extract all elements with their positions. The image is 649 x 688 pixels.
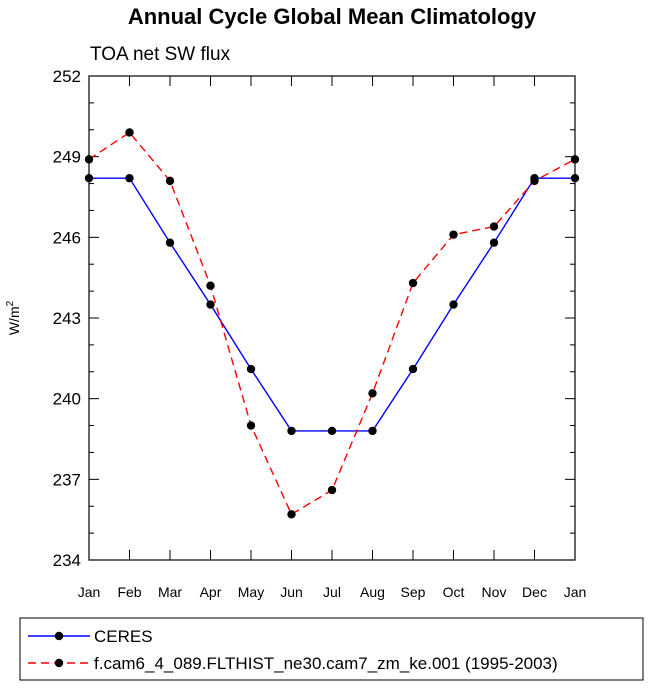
series-2-point — [206, 281, 215, 290]
x-tick-label: Jun — [280, 584, 303, 600]
legend-label-1: CERES — [94, 627, 153, 646]
x-tick-label: Mar — [158, 584, 182, 600]
series-2-point — [246, 421, 256, 430]
series-1-point — [165, 238, 175, 247]
x-tick-label: Aug — [360, 584, 385, 600]
y-tick-label: 243 — [53, 309, 81, 328]
y-axis-label: W/m2 — [5, 300, 22, 335]
series-line-1 — [89, 177, 575, 432]
series-1-point — [368, 426, 377, 436]
y-tick-label: 246 — [53, 228, 81, 247]
legend-marker-1 — [54, 631, 64, 641]
series-2-point — [125, 128, 134, 137]
x-tick-label: May — [238, 584, 264, 600]
series-1-point — [84, 173, 94, 183]
series-2-point — [327, 485, 337, 495]
series-2-point — [530, 176, 539, 186]
x-tick-label: Feb — [117, 584, 141, 600]
y-tick-label: 249 — [53, 148, 81, 167]
x-tick-label: Sep — [401, 584, 426, 600]
chart-subtitle: TOA net SW flux — [90, 44, 231, 65]
legend-box — [19, 617, 644, 681]
legend: CERES f.cam6_4_089.FLTHIST_ne30.cam7_zm_k… — [19, 617, 644, 681]
series-1-point — [408, 364, 418, 374]
x-tick-label: Dec — [522, 584, 547, 600]
series-1-point — [287, 426, 296, 436]
series-2-point — [84, 155, 94, 164]
series-line-2 — [88, 131, 576, 516]
x-tick-label: Jan — [78, 584, 101, 600]
y-tick-label: 237 — [53, 470, 81, 489]
y-tick-label: 252 — [53, 67, 81, 86]
y-tick-label: 234 — [53, 551, 81, 570]
legend-marker-2 — [54, 658, 64, 668]
chart-title: Annual Cycle Global Mean Climatology — [128, 4, 537, 29]
legend-label-2: f.cam6_4_089.FLTHIST_ne30.cam7_zm_ke.001… — [94, 654, 558, 673]
x-tick-label: Nov — [482, 584, 507, 600]
series-1-point — [570, 173, 580, 183]
plot-area: 234 237 240 243 246 249 252 Jan Feb Mar Apr May Jun J… — [53, 67, 587, 600]
series-1-point — [125, 173, 134, 183]
series-1-point — [246, 364, 256, 374]
y-axis-label-superscript: 2 — [5, 300, 16, 306]
series-2-point — [449, 230, 458, 239]
x-tick-label: Oct — [443, 584, 465, 600]
x-tick-label: Jan — [564, 584, 587, 600]
series-1-point — [489, 238, 499, 247]
series-2-point — [408, 278, 418, 288]
series-2-point — [165, 176, 175, 186]
y-tick-label: 240 — [53, 390, 81, 409]
svg-text:W/m2: W/m2 — [5, 300, 22, 335]
x-tick-label: Jul — [323, 584, 341, 600]
series-2-point — [570, 155, 580, 164]
series-2-point — [287, 510, 296, 519]
series-2-point — [489, 222, 499, 231]
series-2-point — [368, 389, 377, 398]
series-1-point — [206, 300, 215, 309]
series-1-point — [327, 426, 337, 436]
x-tick-label: Apr — [200, 584, 222, 600]
series-1-point — [449, 300, 458, 309]
y-axis-label-text: W/m — [6, 306, 22, 335]
